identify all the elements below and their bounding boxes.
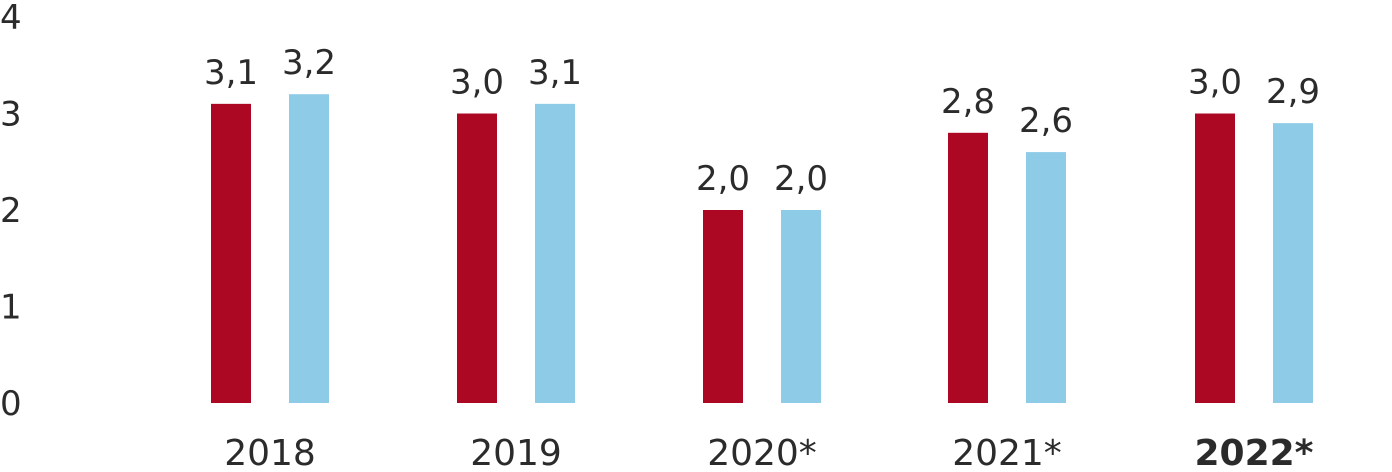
bar-series-1 bbox=[1195, 113, 1235, 403]
x-tick-label: 2018 bbox=[224, 433, 316, 472]
data-label: 3,2 bbox=[282, 43, 336, 83]
bar-series-2 bbox=[1026, 152, 1066, 403]
data-label: 3,0 bbox=[450, 63, 504, 103]
data-label: 2,6 bbox=[1019, 101, 1073, 141]
x-tick-label: 2021* bbox=[952, 433, 1062, 472]
y-axis: 0 1 2 3 4 bbox=[0, 0, 22, 424]
data-label: 3,1 bbox=[204, 53, 258, 93]
bar-series-1 bbox=[211, 103, 251, 403]
x-tick-label: 2020* bbox=[707, 433, 817, 472]
data-label: 2,0 bbox=[696, 159, 750, 199]
bar-series-1 bbox=[457, 113, 497, 403]
y-tick-label: 2 bbox=[0, 191, 22, 231]
data-label: 3,0 bbox=[1188, 63, 1242, 103]
bar-series-2 bbox=[535, 103, 575, 403]
bar-series-2 bbox=[289, 94, 329, 403]
x-axis: 2018 2019 2020* 2021* 2022* bbox=[224, 433, 1313, 472]
bars bbox=[211, 94, 1313, 404]
bar-series-2 bbox=[1273, 123, 1313, 404]
data-labels: 3,1 3,0 2,0 2,8 3,0 3,2 3,1 2,0 2,6 2,9 bbox=[204, 43, 1320, 199]
y-tick-label: 1 bbox=[0, 288, 22, 328]
data-label: 2,9 bbox=[1266, 72, 1320, 112]
bar-series-1 bbox=[948, 132, 988, 404]
x-tick-label: 2019 bbox=[470, 433, 562, 472]
y-tick-label: 3 bbox=[0, 95, 22, 135]
x-tick-label: 2022* bbox=[1194, 433, 1313, 472]
bar-series-1 bbox=[703, 210, 743, 403]
bar-series-2 bbox=[781, 210, 821, 403]
data-label: 2,8 bbox=[941, 82, 995, 122]
y-tick-label: 4 bbox=[0, 0, 22, 38]
data-label: 2,0 bbox=[774, 159, 828, 199]
y-tick-label: 0 bbox=[0, 384, 22, 424]
data-label: 3,1 bbox=[528, 53, 582, 93]
